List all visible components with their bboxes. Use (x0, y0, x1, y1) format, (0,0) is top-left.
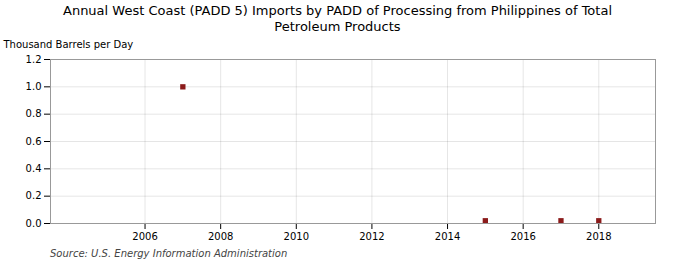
svg-text:1.2: 1.2 (26, 54, 42, 65)
svg-text:0.6: 0.6 (26, 136, 42, 147)
svg-text:0.4: 0.4 (26, 163, 42, 174)
svg-text:0.8: 0.8 (26, 108, 42, 119)
html-text:Annual West Coast (PADD 5) Imp: Annual West Coast (PADD 5) Imports by PA… (63, 3, 612, 34)
svg-text:1.0: 1.0 (26, 81, 42, 92)
svg-text:0.2: 0.2 (26, 190, 42, 201)
svg-text:2016: 2016 (510, 231, 535, 242)
html-text:Source: U.S. Energy Informatio: Source: U.S. Energy Information Administ… (50, 248, 288, 259)
svg-text:2014: 2014 (435, 231, 460, 242)
svg-text:2012: 2012 (359, 231, 384, 242)
svg-text:Thousand Barrels per Day: Thousand Barrels per Day (3, 39, 134, 50)
svg-text:2018: 2018 (586, 231, 611, 242)
svg-text:0.0: 0.0 (26, 218, 42, 229)
svg-text:2006: 2006 (132, 231, 157, 242)
svg-text:2008: 2008 (208, 231, 233, 242)
svg-text:2010: 2010 (284, 231, 309, 242)
